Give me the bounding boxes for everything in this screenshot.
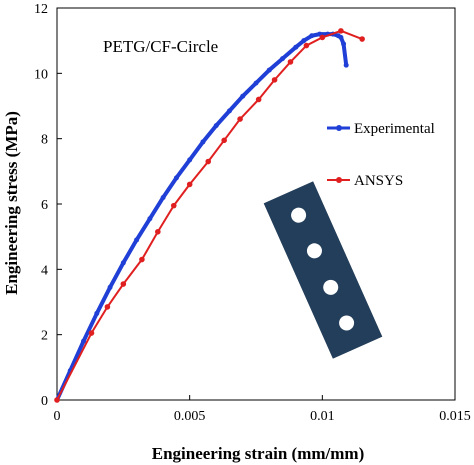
y-tick-label: 0	[41, 394, 48, 409]
legend-marker	[336, 177, 342, 183]
data-point-experimental	[280, 56, 286, 62]
data-point-ansys	[359, 36, 365, 42]
data-point-ansys	[88, 330, 95, 336]
data-point-experimental	[226, 108, 232, 114]
data-point-ansys	[287, 59, 294, 65]
data-point-ansys	[237, 116, 243, 122]
data-point-experimental	[213, 123, 219, 129]
y-tick-label: 2	[41, 329, 48, 344]
data-point-ansys	[319, 34, 326, 41]
data-point-ansys	[303, 42, 310, 49]
data-point-experimental	[107, 284, 113, 290]
legend-item-experimental: Experimental	[327, 121, 435, 137]
data-point-ansys	[186, 181, 193, 188]
series-layer	[54, 28, 365, 403]
x-tick-label: 0.005	[174, 409, 206, 424]
data-point-ansys	[205, 158, 212, 165]
axis-ticks: 0 0.005 0.01 0.015 0 2 4 6 8 10 12	[34, 2, 471, 424]
series-ansys	[54, 28, 365, 403]
y-tick-label: 10	[34, 67, 48, 82]
data-point-experimental	[134, 237, 140, 243]
chart-annotation: PETG/CF-Circle	[103, 37, 218, 56]
data-point-experimental	[160, 194, 166, 200]
legend-marker	[336, 125, 342, 131]
y-axis-title: Engineering stress (MPa)	[2, 111, 21, 295]
data-point-ansys	[139, 256, 145, 263]
data-point-experimental	[240, 93, 246, 99]
data-point-experimental	[147, 216, 153, 222]
specimen-highlight	[263, 181, 383, 359]
legend-label-experimental: Experimental	[354, 121, 435, 137]
data-point-experimental	[341, 41, 347, 47]
data-point-ansys	[255, 96, 262, 103]
data-point-ansys	[104, 304, 111, 310]
y-tick-label: 4	[41, 263, 48, 278]
data-point-ansys	[338, 28, 344, 34]
data-point-experimental	[253, 80, 259, 86]
specimen-hole	[339, 315, 355, 331]
x-tick-label: 0	[54, 409, 61, 424]
data-point-experimental	[187, 157, 193, 163]
x-tick-label: 0.01	[310, 409, 335, 424]
data-point-experimental	[173, 175, 179, 181]
data-point-experimental	[120, 260, 126, 266]
data-point-ansys	[120, 281, 127, 287]
data-point-ansys	[155, 228, 161, 235]
data-point-experimental	[338, 34, 344, 40]
plot-area	[56, 7, 456, 401]
y-tick-label: 8	[41, 133, 48, 148]
series-line-ansys	[56, 29, 363, 401]
data-point-experimental	[301, 38, 307, 44]
data-point-ansys	[271, 77, 278, 83]
specimen-inset	[263, 181, 383, 359]
y-tick-label: 6	[41, 198, 48, 213]
data-point-ansys	[170, 202, 177, 209]
data-point-experimental	[81, 338, 87, 344]
specimen-hole	[291, 207, 307, 223]
y-tick-label: 12	[34, 2, 48, 17]
data-point-experimental	[343, 62, 349, 68]
specimen-hole	[323, 279, 339, 295]
legend-item-ansys: ANSYS	[327, 173, 403, 189]
x-tick-label: 0.015	[439, 409, 471, 424]
data-point-experimental	[94, 310, 100, 316]
x-axis-title: Engineering strain (mm/mm)	[152, 444, 364, 463]
specimen-hole	[306, 243, 322, 259]
data-point-ansys	[54, 397, 60, 403]
legend-label-ansys: ANSYS	[354, 173, 403, 189]
legend: Experimental ANSYS	[327, 121, 435, 189]
data-point-experimental	[266, 67, 272, 73]
data-point-experimental	[293, 44, 299, 50]
data-point-ansys	[221, 137, 227, 144]
data-point-experimental	[200, 139, 206, 145]
data-point-experimental	[309, 33, 315, 39]
